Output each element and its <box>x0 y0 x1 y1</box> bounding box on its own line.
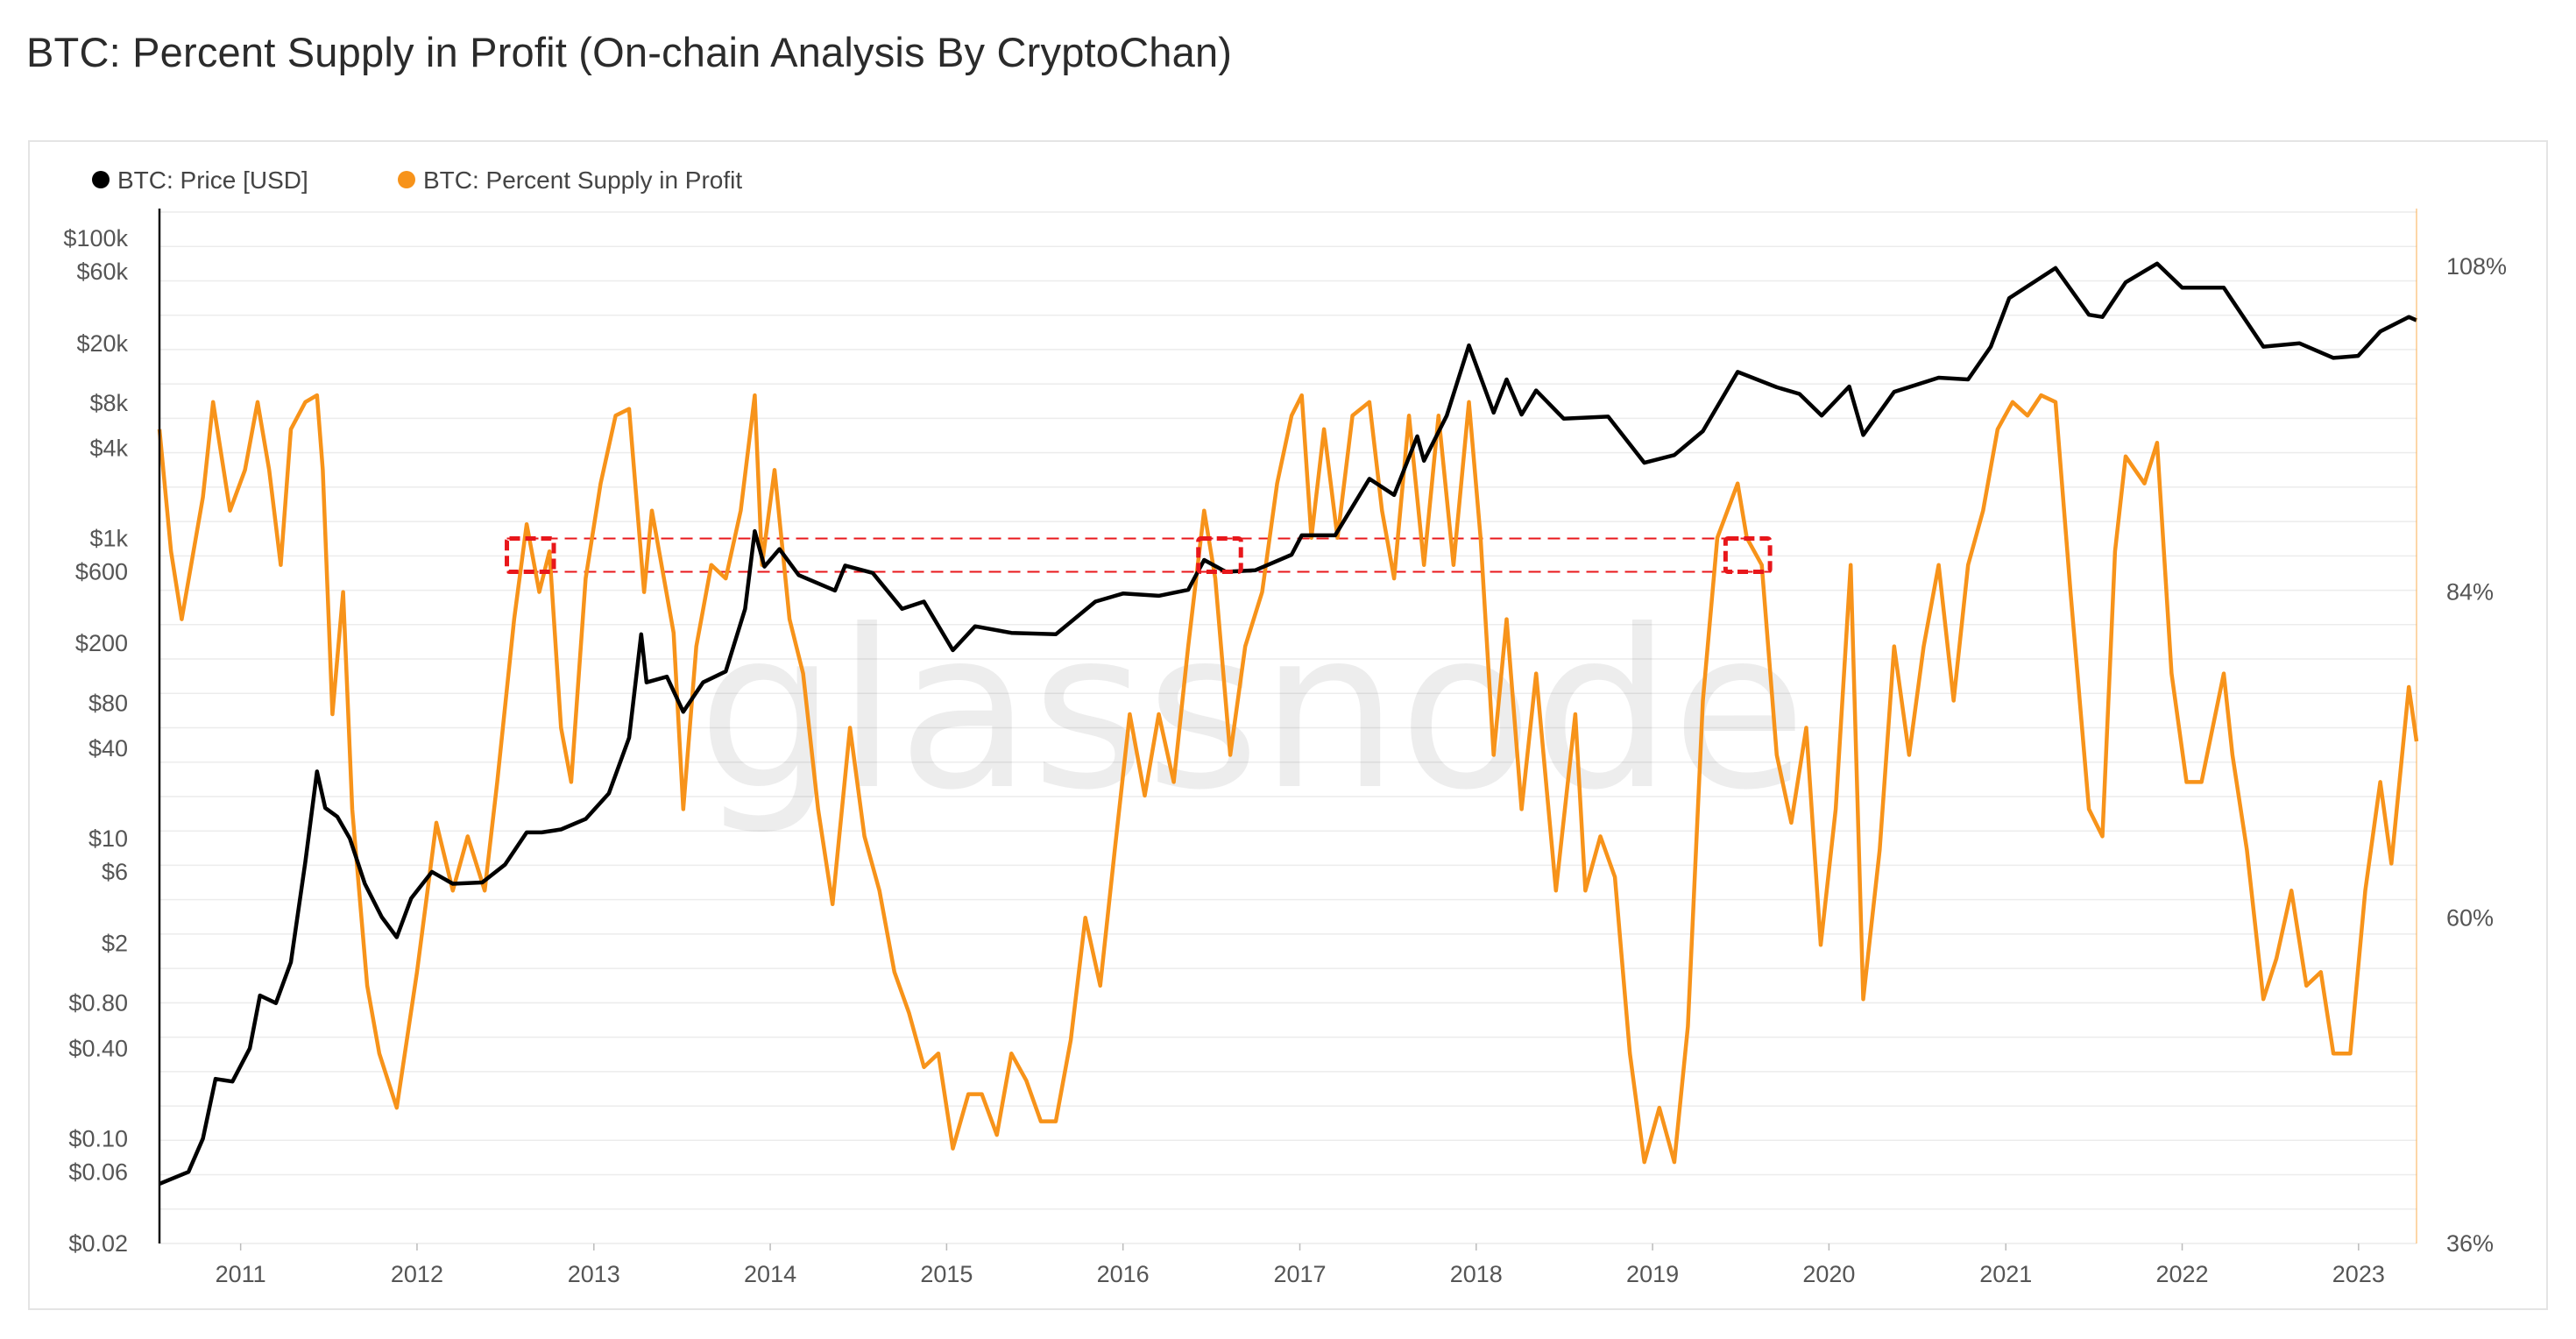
x-tick-label: 2013 <box>568 1261 620 1287</box>
legend-item-supply[interactable]: BTC: Percent Supply in Profit <box>398 166 742 194</box>
highlight-box <box>1196 536 1243 575</box>
y-tick-label-left: $60k <box>76 259 128 285</box>
x-tick-label: 2018 <box>1450 1261 1503 1287</box>
x-axis: 2011 2012 2013 2014 2015 2016 2017 2018 2019 2020… <box>216 1243 2385 1287</box>
highlight-band <box>506 537 1771 573</box>
y-tick-label-left: $40 <box>88 735 128 762</box>
y-tick-label-left: $80 <box>88 690 128 716</box>
y-tick-label-left: $0.80 <box>68 990 128 1017</box>
y-tick-label-left: $0.10 <box>68 1125 128 1151</box>
y-tick-label-left: $2 <box>102 931 128 957</box>
legend-label-price: BTC: Price [USD] <box>117 166 308 194</box>
x-tick-label: 2015 <box>920 1261 973 1287</box>
x-tick-label: 2017 <box>1273 1261 1326 1287</box>
y-tick-label-left: $0.40 <box>68 1035 128 1061</box>
grid-lines <box>159 211 2417 1244</box>
x-tick-label: 2012 <box>391 1261 443 1287</box>
y-tick-label-left: $1k <box>89 526 128 552</box>
legend: BTC: Price [USD] BTC: Percent Supply in … <box>92 166 742 194</box>
x-tick-label: 2023 <box>2332 1261 2385 1287</box>
y-tick-label-left: $200 <box>75 630 128 656</box>
x-tick-label: 2020 <box>1802 1261 1855 1287</box>
y-tick-label-left: $0.06 <box>68 1158 128 1185</box>
x-tick-label: 2022 <box>2155 1261 2208 1287</box>
chart-panel: glassnode $100k $60k $20k $8k $4k $1k $600 $200… <box>28 140 2548 1310</box>
y-tick-label-left: $4k <box>89 435 128 461</box>
x-tick-label: 2011 <box>216 1261 266 1287</box>
y-tick-label-left: $8k <box>89 390 128 416</box>
y-tick-label-right: 60% <box>2446 904 2494 931</box>
y-axis-right: 108% 84% 60% 36% <box>2446 253 2507 1257</box>
highlight-box <box>1723 536 1773 575</box>
y-tick-label-left: $600 <box>75 559 128 585</box>
x-tick-label: 2021 <box>1979 1261 2032 1287</box>
y-tick-label-right: 36% <box>2446 1230 2494 1257</box>
x-tick-label: 2014 <box>744 1261 796 1287</box>
y-axis-left: $100k $60k $20k $8k $4k $1k $600 $200 $80 $40 $10 $… <box>63 225 128 1257</box>
x-tick-label: 2019 <box>1626 1261 1679 1287</box>
legend-marker-price <box>92 171 110 188</box>
series-line-price <box>159 261 2417 1186</box>
y-tick-label-right: 84% <box>2446 579 2494 606</box>
y-tick-label-right: 108% <box>2446 253 2507 280</box>
chart-svg[interactable]: glassnode $100k$60k$20k$8k$4k$1k$600$200… <box>30 142 2546 1308</box>
legend-item-price[interactable]: BTC: Price [USD] <box>92 166 308 194</box>
y-tick-label-left: $10 <box>88 825 128 852</box>
legend-label-supply: BTC: Percent Supply in Profit <box>423 166 742 194</box>
chart-title: BTC: Percent Supply in Profit (On-chain … <box>26 29 1233 75</box>
y-tick-label-left: $100k <box>63 225 128 252</box>
y-tick-label-left: $0.02 <box>68 1230 128 1257</box>
legend-marker-supply <box>398 171 415 188</box>
series-line-supply <box>157 393 2419 1165</box>
y-tick-label-left: $6 <box>102 859 128 885</box>
highlight-box <box>505 536 556 575</box>
highlight-boxes <box>505 536 1773 575</box>
x-tick-label: 2016 <box>1097 1261 1150 1287</box>
y-tick-label-left: $20k <box>76 330 128 357</box>
